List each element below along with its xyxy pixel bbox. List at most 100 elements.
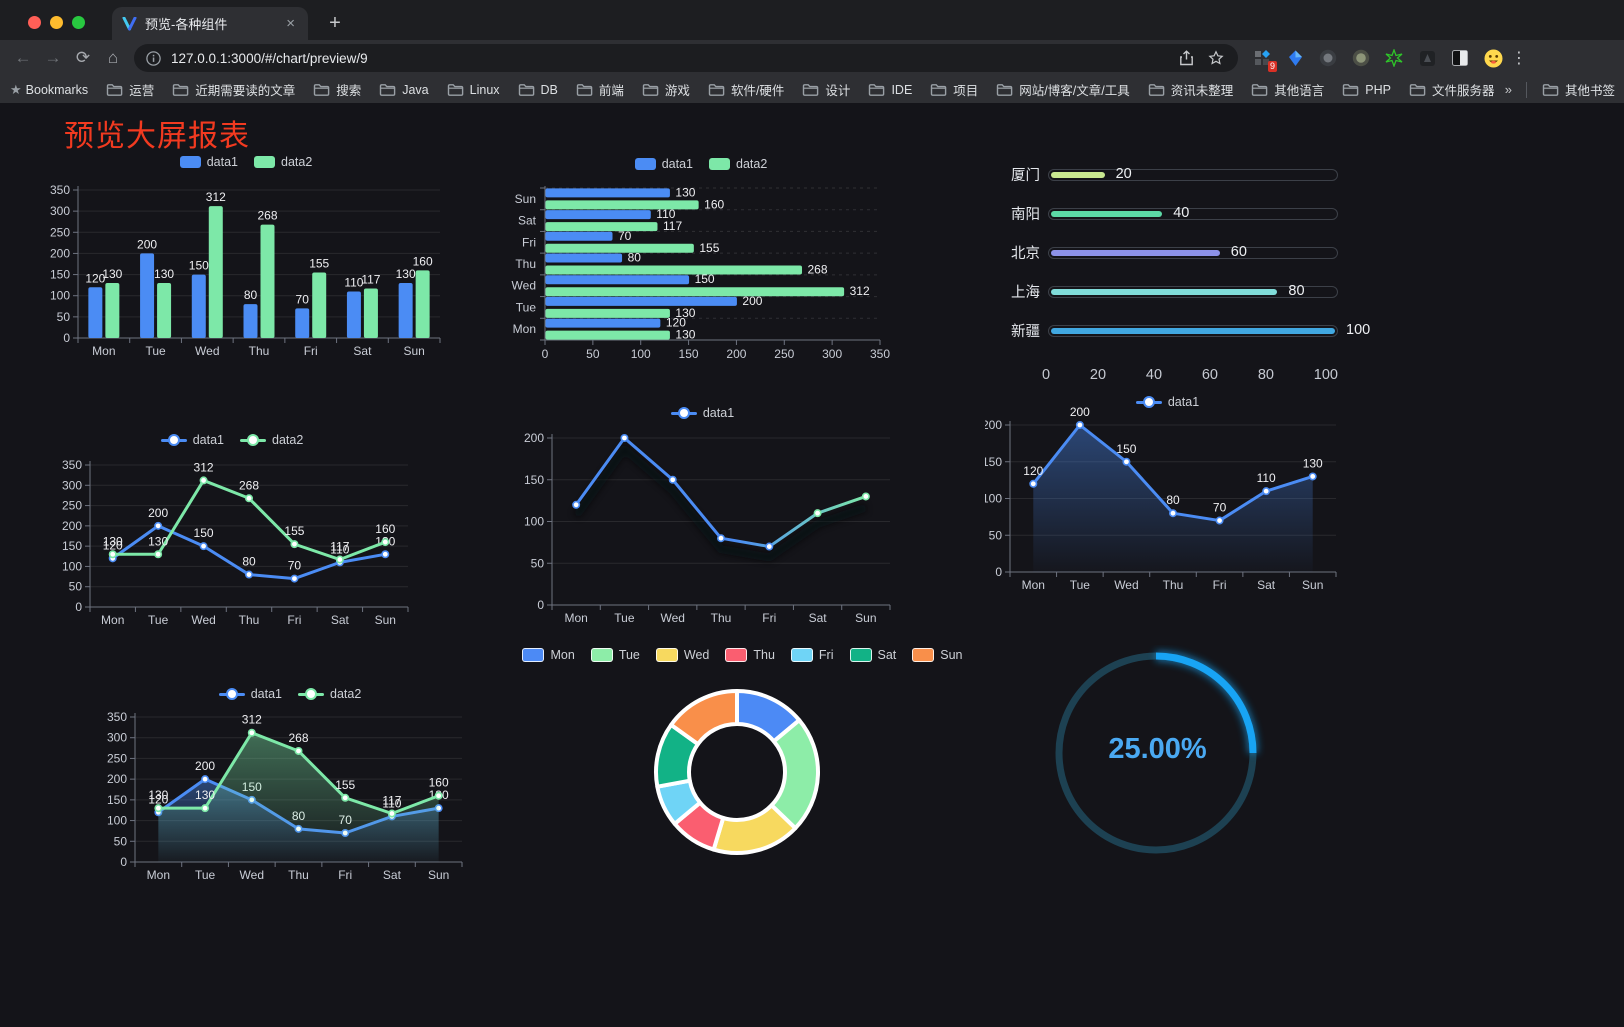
chart-progress-bars[interactable]: 厦门 20 南阳 40 北京 60 上海 80 新疆 100 0 20 40 60 80 100 [1000, 155, 1370, 390]
site-info-icon[interactable] [146, 50, 161, 66]
forward-icon[interactable]: → [44, 48, 62, 67]
svg-text:150: 150 [695, 272, 715, 286]
legend-item[interactable]: data1 [218, 687, 282, 701]
extension-green-star-icon[interactable] [1382, 46, 1406, 70]
svg-text:Thu: Thu [249, 344, 270, 358]
bookmark-item[interactable]: 项目 [921, 80, 987, 99]
url-text[interactable]: 127.0.0.1:3000/#/chart/preview/9 [171, 50, 368, 66]
chart-donut[interactable]: Mon Tue Wed Thu Fri Sat Sun [522, 640, 963, 870]
legend-label: data1 [206, 155, 238, 169]
legend-label: data1 [702, 406, 735, 420]
chart-legend: data1 data2 [48, 155, 444, 169]
svg-text:Sun: Sun [855, 611, 876, 625]
legend-item[interactable]: data2 [240, 433, 303, 447]
legend-item[interactable]: data1 [670, 406, 735, 420]
bookmark-item[interactable]: Java [370, 83, 437, 97]
bookmark-item[interactable]: 文件服务器 [1400, 80, 1497, 99]
chart-bar-vertical[interactable]: data1 data2 0 50 100 150 200 250 300 350 Mon Tue Wed… [48, 150, 444, 365]
svg-text:100: 100 [631, 347, 651, 361]
bookmark-item[interactable]: DB [509, 83, 567, 97]
minimize-window-button[interactable] [50, 16, 63, 29]
svg-text:0: 0 [537, 598, 544, 612]
home-icon[interactable]: ⌂ [107, 48, 119, 67]
svg-text:80: 80 [244, 288, 258, 302]
extension-bw-square-icon[interactable] [1448, 46, 1472, 70]
extension-kite-icon[interactable] [1283, 46, 1307, 70]
legend-label: Thu [753, 648, 775, 662]
chart-legend: data1 [985, 395, 1350, 409]
bookmark-item[interactable]: 运营 [97, 80, 163, 99]
browser-tab[interactable]: 预览-各种组件 × [112, 7, 308, 40]
legend-item[interactable]: Tue [590, 648, 640, 662]
close-window-button[interactable] [28, 16, 41, 29]
bookmark-item[interactable]: 前端 [567, 80, 633, 99]
bookmark-item[interactable]: 其他语言 [1242, 80, 1333, 99]
bookmark-item[interactable]: 搜索 [304, 80, 370, 99]
chart-bar-horizontal[interactable]: data1 data2 0 50 100 150 200 250 300 350 Mon Tue Wed… [505, 150, 897, 368]
legend-item[interactable]: Thu [725, 648, 775, 662]
bookmark-item[interactable]: 游戏 [633, 80, 699, 99]
legend-item[interactable]: data1 [179, 155, 238, 169]
new-tab-button[interactable]: + [329, 12, 341, 34]
chart-area-two-series[interactable]: data1 data2 0 50 100 150 200 250 300 350 Mon Tue Wed… [105, 677, 475, 892]
svg-text:Tue: Tue [148, 613, 169, 627]
reload-icon[interactable]: ⟳ [75, 48, 91, 67]
bookmark-star-icon[interactable] [1208, 50, 1224, 66]
chart-line-two-series[interactable]: data1 data2 0 50 100 150 200 250 300 350 Mon Tue Wed… [48, 425, 416, 640]
bookmarks-root[interactable]: Bookmarks [25, 82, 89, 97]
extension-dark-shape-icon[interactable] [1415, 46, 1439, 70]
bookmark-item[interactable]: 软件/硬件 [699, 80, 793, 99]
legend-item[interactable]: Fri [790, 648, 834, 662]
chart-area-single[interactable]: data1 0 50 100 150 200 Mon Tue Wed Thu Fri Sat Sun 12… [985, 385, 1350, 600]
legend-item[interactable]: data1 [160, 433, 224, 447]
legend-swatch [725, 648, 748, 662]
svg-text:200: 200 [137, 237, 157, 251]
bookmark-item[interactable]: 设计 [793, 80, 859, 99]
legend-item[interactable]: Sun [912, 648, 963, 662]
legend-item[interactable]: data2 [254, 155, 312, 169]
chart-line-gradient[interactable]: data1 0 50 100 150 200 Mon Tue Wed Thu Fri Sat Sun [505, 398, 900, 626]
chart-gauge[interactable]: 25.00% [1040, 645, 1275, 865]
svg-text:155: 155 [699, 241, 719, 255]
bookmark-item[interactable]: Linux [438, 83, 509, 97]
progress-track: 40 [1048, 205, 1338, 221]
bookmark-item[interactable]: IDE [859, 83, 921, 97]
bookmarks-overflow-chevron[interactable]: » [1504, 82, 1512, 97]
svg-text:Fri: Fri [1213, 578, 1227, 592]
bookmark-item[interactable]: 近期需要读的文章 [163, 80, 304, 99]
other-bookmarks-folder[interactable]: 其他书签 [1533, 80, 1624, 99]
legend-item[interactable]: data2 [709, 157, 767, 171]
svg-text:120: 120 [1023, 464, 1043, 478]
bookmark-item[interactable]: PHP [1333, 83, 1400, 97]
share-icon[interactable] [1179, 50, 1194, 66]
legend-label: data2 [272, 433, 304, 447]
svg-text:130: 130 [148, 534, 168, 548]
svg-text:70: 70 [1213, 501, 1227, 515]
extension-olive-circle-icon[interactable] [1349, 46, 1373, 70]
tab-close-icon[interactable]: × [286, 15, 295, 32]
svg-text:Fri: Fri [287, 613, 301, 627]
bookmark-item[interactable]: 资讯未整理 [1139, 80, 1243, 99]
legend-item[interactable]: Mon [522, 648, 575, 662]
svg-text:350: 350 [50, 183, 70, 197]
svg-text:150: 150 [189, 259, 209, 273]
svg-text:268: 268 [239, 478, 259, 492]
svg-text:Wed: Wed [191, 613, 215, 627]
tab-title: 预览-各种组件 [145, 17, 228, 32]
bookmark-item[interactable]: 网站/博客/文章/工具 [987, 80, 1138, 99]
extension-dark-circle-icon[interactable] [1316, 46, 1340, 70]
extension-emoji-icon[interactable] [1481, 46, 1505, 70]
legend-item[interactable]: data1 [1135, 395, 1199, 409]
legend-item[interactable]: Wed [655, 648, 709, 662]
svg-text:Mon: Mon [147, 868, 170, 882]
legend-item[interactable]: data1 [634, 157, 693, 171]
legend-item[interactable]: Sat [849, 648, 896, 662]
progress-fill [1051, 288, 1278, 295]
address-bar[interactable]: 127.0.0.1:3000/#/chart/preview/9 [134, 44, 1238, 72]
legend-item[interactable]: data2 [298, 687, 361, 701]
browser-menu-icon[interactable]: ⋮ [1511, 50, 1527, 67]
svg-text:200: 200 [50, 246, 70, 260]
extension-blocks-icon[interactable]: 9 [1250, 46, 1277, 72]
back-icon[interactable]: ← [14, 48, 32, 67]
maximize-window-button[interactable] [72, 16, 85, 29]
